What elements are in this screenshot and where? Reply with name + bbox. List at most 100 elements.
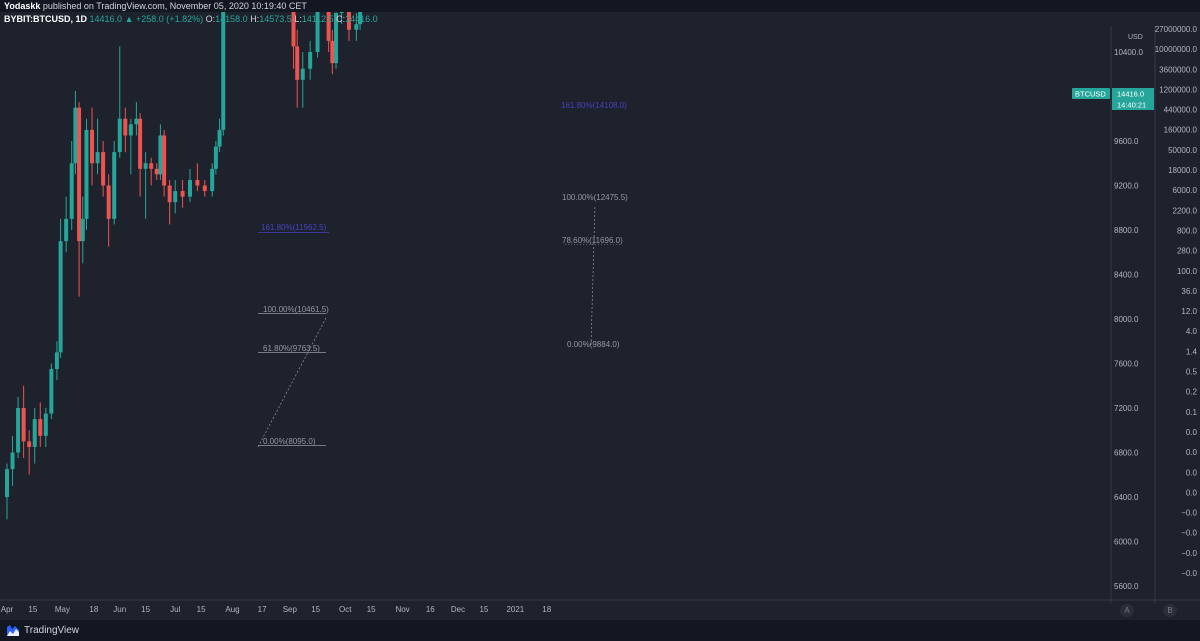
symbol-name[interactable]: BYBIT:BTCUSD, 1D: [4, 14, 88, 24]
candle-body[interactable]: [128, 124, 133, 136]
candle-body[interactable]: [291, 0, 296, 47]
candle-body[interactable]: [308, 52, 313, 69]
candle-body[interactable]: [16, 408, 21, 453]
candle-body[interactable]: [217, 129, 222, 147]
footer-brand[interactable]: TradingView: [24, 625, 80, 636]
candle-body[interactable]: [334, 13, 339, 64]
time-tick-label: 18: [542, 605, 551, 614]
symbol-price-tag: BTCUSD 14416.0 14:40:21: [1072, 88, 1154, 110]
candle-body[interactable]: [112, 152, 117, 219]
fib-a-label-0: 0.00%(8095.0): [263, 437, 316, 446]
candle-body[interactable]: [154, 168, 159, 175]
candle-body[interactable]: [354, 24, 359, 30]
candle-body[interactable]: [138, 118, 143, 169]
low-label: L:: [294, 14, 302, 24]
candle-body[interactable]: [326, 0, 331, 41]
candle-body[interactable]: [162, 135, 167, 186]
candle-body[interactable]: [5, 469, 9, 497]
time-tick-label: Jun: [113, 605, 126, 614]
last-value: 14416.0: [89, 14, 123, 24]
candle-body[interactable]: [27, 441, 32, 447]
candle-body[interactable]: [158, 135, 163, 175]
price-tick-label: 8800.0: [1114, 226, 1139, 235]
author-name[interactable]: Yodaskk: [4, 1, 41, 11]
candle-body[interactable]: [295, 46, 300, 80]
price-axis-unit: USD: [1128, 34, 1143, 41]
candle-body[interactable]: [69, 163, 74, 219]
candle-body[interactable]: [77, 107, 82, 242]
candle-body[interactable]: [49, 369, 54, 414]
volume-tick-label: 1200000.0: [1159, 85, 1197, 94]
candle-body[interactable]: [134, 118, 139, 125]
change-value: +258.0 (+1.82%): [136, 14, 204, 24]
candle-body[interactable]: [346, 7, 351, 30]
candle-body[interactable]: [188, 179, 193, 197]
candle-body[interactable]: [210, 168, 215, 192]
candle-body[interactable]: [330, 40, 335, 64]
candle-body[interactable]: [143, 163, 148, 169]
countdown-box: [1112, 99, 1154, 110]
low-value: 14112.5: [301, 14, 334, 24]
footer-bar: TradingView: [0, 620, 1200, 641]
volume-tick-label: 4.0: [1186, 327, 1198, 336]
candle-body[interactable]: [221, 0, 226, 130]
candle-body[interactable]: [84, 129, 89, 219]
candle-body[interactable]: [73, 107, 78, 164]
countdown-text: 14:40:21: [1117, 101, 1146, 110]
fib-retracement-b[interactable]: 100.00%(12475.5) 78.60%(11696.0) 0.00%(9…: [561, 101, 628, 349]
candle-body[interactable]: [106, 185, 111, 219]
candle-body[interactable]: [123, 118, 128, 136]
time-tick-label: 15: [141, 605, 150, 614]
fib-a-label-618: 61.80%(9763.5): [263, 344, 320, 353]
candle-body[interactable]: [315, 0, 320, 52]
candle-body[interactable]: [195, 179, 200, 186]
close-label: C:: [336, 14, 346, 24]
time-tick-label: 16: [426, 605, 435, 614]
volume-tick-label: 6000.0: [1173, 186, 1198, 195]
candle-body[interactable]: [213, 146, 218, 169]
candle-body[interactable]: [64, 218, 69, 242]
candle-body[interactable]: [10, 452, 15, 470]
candle-body[interactable]: [358, 0, 363, 25]
publish-info: published on TradingView.com, November 0…: [42, 1, 307, 11]
candlestick-series[interactable]: [5, 0, 412, 520]
candle-body[interactable]: [38, 419, 43, 436]
price-tick-label: 6800.0: [1114, 449, 1139, 458]
auto-scale-button[interactable]: A: [1120, 604, 1134, 617]
open-label: O:: [205, 14, 216, 24]
time-axis[interactable]: Apr 15 May 18 Jun 15 Jul 15 Aug 17 Sep 15 Oct 15 Nov 16…: [1, 605, 552, 614]
price-tick-label: 9200.0: [1114, 182, 1139, 191]
candle-body[interactable]: [21, 408, 26, 442]
fib-b-trendline[interactable]: [590, 205, 596, 346]
candle-body[interactable]: [54, 352, 59, 370]
candle-body[interactable]: [202, 185, 207, 192]
volume-axis[interactable]: 27000000.0 10000000.0 3600000.0 1200000.0 44…: [1155, 25, 1198, 578]
candle-body[interactable]: [149, 163, 154, 169]
symbol-legend[interactable]: BYBIT:BTCUSD, 1D 14416.0 ▲ +258.0 (+1.82…: [0, 12, 1200, 26]
candle-body[interactable]: [32, 419, 37, 447]
candle-body[interactable]: [300, 68, 305, 80]
candle-body[interactable]: [43, 413, 48, 436]
publish-bar: Yodaskk published on TradingView.com, No…: [0, 0, 1200, 12]
candle-body[interactable]: [101, 152, 106, 186]
candle-body[interactable]: [117, 118, 122, 153]
candle-body[interactable]: [167, 185, 172, 203]
candle-body[interactable]: [180, 191, 185, 197]
candle-body[interactable]: [173, 191, 178, 203]
tradingview-logo-icon[interactable]: [6, 624, 20, 637]
time-tick-label: 15: [367, 605, 376, 614]
fib-b-label-786: 78.60%(11696.0): [562, 236, 623, 245]
candle-body[interactable]: [95, 152, 100, 164]
time-tick-label: 15: [28, 605, 37, 614]
candle-body[interactable]: [58, 241, 63, 353]
fib-retracement-a[interactable]: 100.00%(10461.5) 61.80%(9763.5) 0.00%(80…: [257, 223, 329, 448]
volume-tick-label: 50000.0: [1168, 146, 1197, 155]
time-tick-label: 2021: [506, 605, 524, 614]
candle-body[interactable]: [80, 218, 85, 242]
candle-body[interactable]: [90, 129, 95, 164]
scale-b-button[interactable]: B: [1163, 604, 1177, 617]
symbol-tag-box: [1072, 88, 1110, 99]
fib-a-trendline[interactable]: [257, 317, 327, 448]
fib-b-label-ext: 161.80%(14108.0): [561, 101, 627, 110]
